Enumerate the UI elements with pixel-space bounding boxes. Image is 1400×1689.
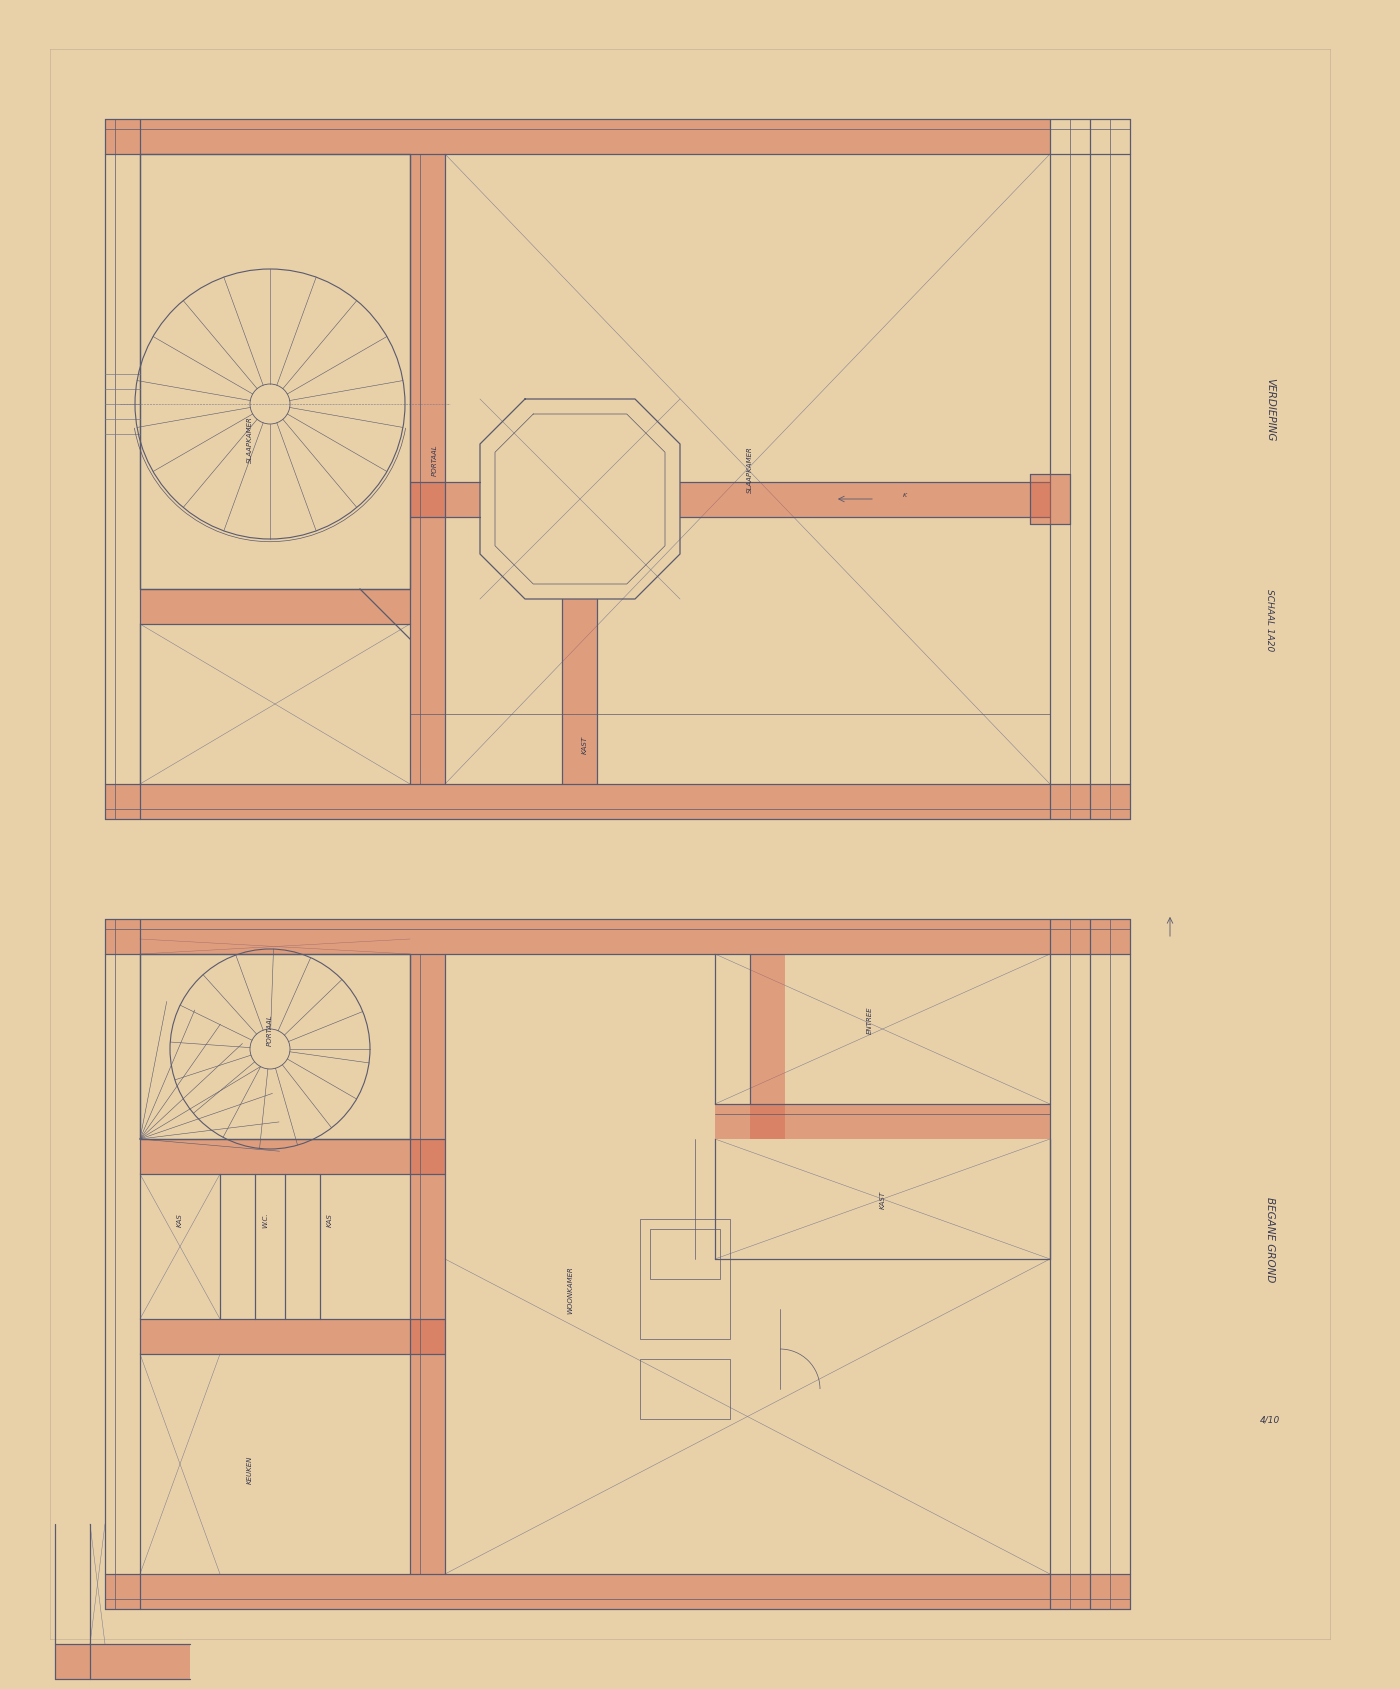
- Bar: [680, 483, 1050, 517]
- Bar: [140, 589, 410, 625]
- Bar: [1030, 475, 1070, 525]
- Text: KAS: KAS: [328, 1213, 333, 1226]
- Bar: [410, 954, 445, 1574]
- Text: PORTAAL: PORTAAL: [433, 444, 438, 476]
- Text: ENTREE: ENTREE: [867, 1005, 874, 1034]
- Bar: [650, 1230, 720, 1279]
- Text: KAS: KAS: [176, 1213, 183, 1226]
- Text: KAST: KAST: [879, 1191, 885, 1208]
- Text: BEGANE GROND: BEGANE GROND: [1266, 1196, 1275, 1282]
- Text: SLAAPKAMER: SLAAPKAMER: [748, 446, 753, 493]
- Text: K: K: [903, 491, 907, 497]
- Text: W.C.: W.C.: [262, 1211, 267, 1228]
- Bar: [105, 919, 1130, 954]
- Text: 4/10: 4/10: [1260, 1415, 1280, 1424]
- Bar: [105, 784, 1130, 819]
- Bar: [140, 1140, 445, 1174]
- Text: VERDIEPING: VERDIEPING: [1266, 378, 1275, 441]
- Bar: [55, 1643, 190, 1679]
- Bar: [410, 155, 445, 784]
- Bar: [105, 120, 1050, 155]
- Bar: [640, 1219, 729, 1339]
- Bar: [410, 483, 480, 517]
- Bar: [140, 1319, 445, 1355]
- Bar: [640, 1360, 729, 1419]
- Text: WOONKAMER: WOONKAMER: [567, 1265, 573, 1312]
- Text: PORTAAL: PORTAAL: [267, 1013, 273, 1045]
- Bar: [750, 954, 785, 1140]
- Bar: [715, 1105, 1050, 1140]
- Bar: [563, 600, 598, 784]
- Text: SCHAAL 1A20: SCHAAL 1A20: [1266, 588, 1274, 650]
- Text: KEUKEN: KEUKEN: [246, 1454, 253, 1483]
- Text: SLAAPKAMER: SLAAPKAMER: [246, 417, 253, 463]
- Bar: [105, 1574, 1130, 1610]
- Text: KAST: KAST: [582, 735, 588, 753]
